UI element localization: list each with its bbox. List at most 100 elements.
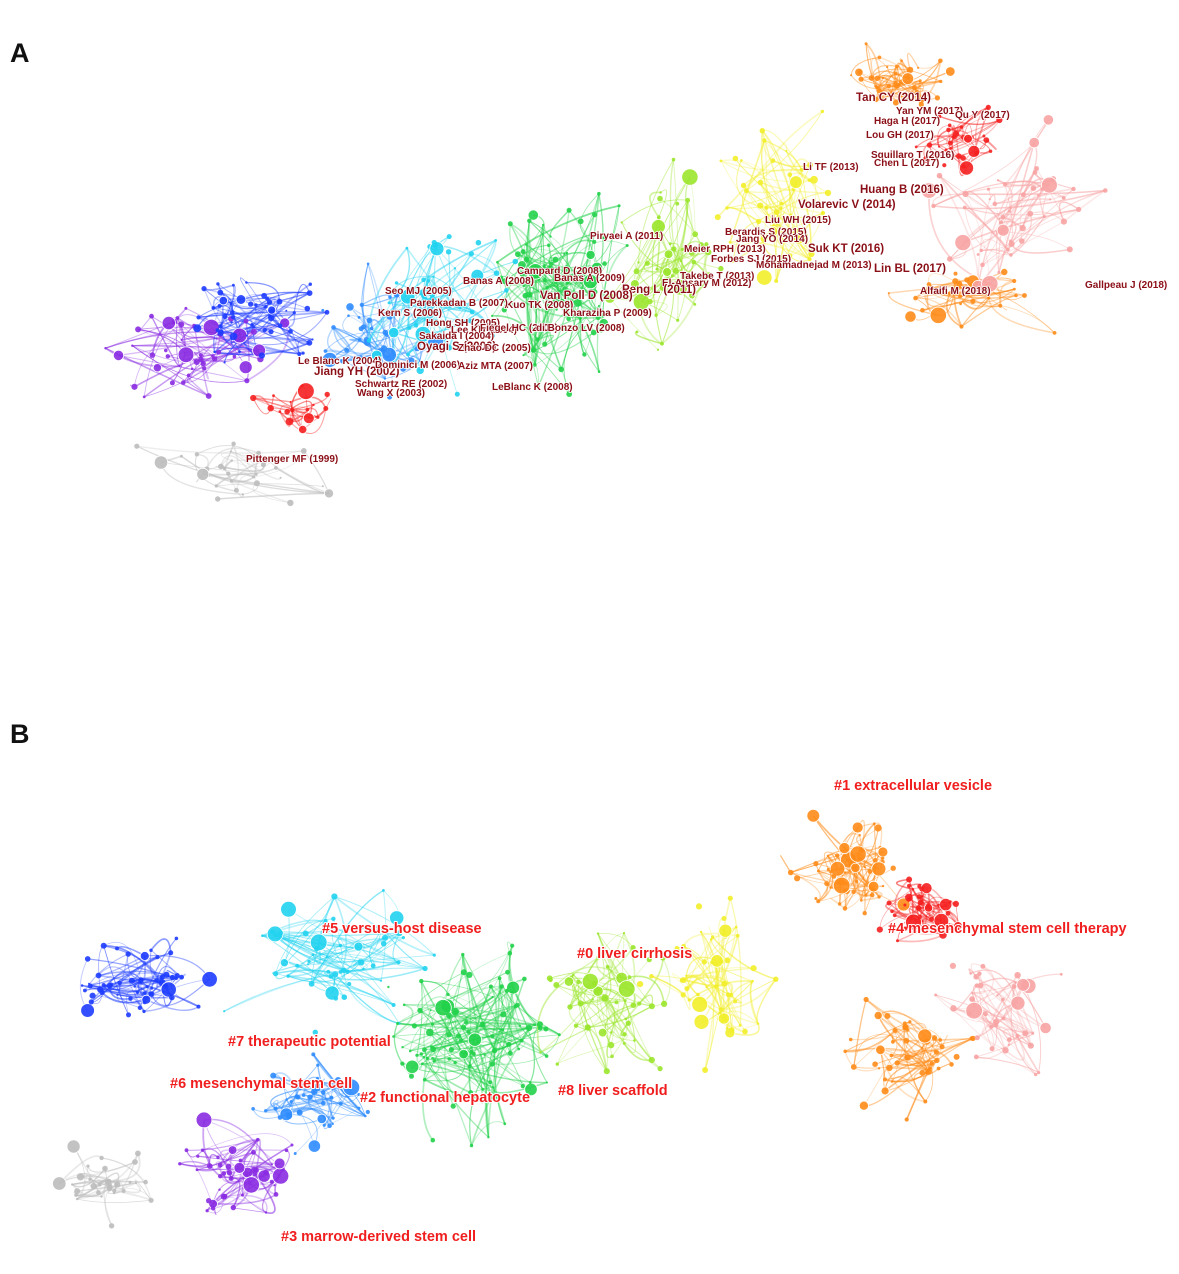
network-node: [851, 821, 864, 834]
network-node: [556, 284, 559, 287]
network-node: [307, 959, 311, 963]
network-node: [816, 869, 820, 873]
network-node: [649, 974, 654, 979]
network-node: [660, 955, 666, 961]
network-edge: [548, 245, 563, 302]
network-edge: [288, 956, 328, 977]
network-node: [555, 308, 558, 311]
network-edge: [325, 398, 332, 409]
network-node: [908, 1020, 912, 1024]
network-edge: [202, 1133, 293, 1151]
network-node: [633, 268, 640, 275]
network-edge: [252, 397, 310, 414]
network-node: [321, 351, 338, 368]
network-node: [1016, 978, 1030, 992]
network-node: [681, 168, 699, 186]
network-edge: [962, 288, 1015, 304]
network-node: [131, 383, 138, 390]
network-node: [427, 343, 431, 347]
network-node: [918, 101, 924, 108]
network-node: [417, 1007, 423, 1014]
network-edge: [253, 450, 304, 478]
network-node: [370, 963, 376, 969]
network-edge: [894, 878, 910, 920]
network-edge: [541, 270, 553, 306]
network-node: [1012, 278, 1017, 284]
network-node: [231, 315, 236, 320]
network-node: [954, 234, 972, 252]
network-node: [566, 292, 571, 297]
network-node: [671, 157, 676, 162]
network-node: [750, 981, 753, 984]
network-edge: [274, 933, 399, 963]
network-node: [742, 1028, 748, 1035]
network-edge: [312, 952, 399, 963]
network-edge: [367, 263, 386, 333]
network-edge: [206, 447, 259, 470]
network-node: [656, 215, 661, 220]
network-node: [929, 306, 947, 324]
network-edge: [683, 244, 702, 296]
network-edge: [274, 935, 426, 969]
network-node: [262, 1169, 269, 1176]
network-node: [142, 991, 147, 995]
network-node: [366, 317, 373, 324]
network-node: [400, 366, 406, 372]
network-node: [546, 293, 553, 299]
network-node: [854, 879, 859, 884]
network-edge: [109, 1153, 141, 1182]
ref-label: Chen L (2017): [874, 158, 939, 169]
network-node: [962, 190, 969, 198]
network-node: [260, 462, 266, 468]
network-edge: [926, 119, 1000, 161]
network-node: [850, 74, 853, 77]
network-node: [286, 974, 290, 978]
network-node: [969, 996, 975, 1002]
network-node: [284, 1148, 289, 1153]
ref-label: Pittenger MF (1999): [246, 454, 338, 465]
network-node: [966, 1011, 972, 1017]
network-node: [458, 1038, 463, 1043]
network-node: [781, 202, 784, 205]
network-node: [321, 485, 324, 488]
network-edge: [433, 276, 473, 313]
network-edge: [729, 240, 810, 260]
network-node: [813, 861, 819, 867]
network-edge: [421, 1058, 434, 1141]
network-node: [512, 258, 519, 265]
network-edge: [331, 932, 400, 994]
network-node: [74, 1188, 81, 1195]
network-node: [109, 982, 114, 987]
network-node: [988, 198, 991, 201]
network-edge: [213, 307, 310, 344]
network-node: [936, 1066, 941, 1071]
network-node: [581, 973, 599, 991]
network-node: [872, 1061, 878, 1067]
network-node: [361, 324, 366, 330]
network-node: [904, 310, 917, 323]
network-node: [653, 230, 658, 236]
network-edge: [459, 307, 494, 336]
network-node: [892, 1028, 898, 1033]
network-edge: [533, 332, 595, 355]
network-edge: [970, 969, 1019, 1004]
network-node: [221, 1171, 227, 1176]
network-node: [633, 1039, 636, 1042]
network-edge: [419, 985, 502, 1012]
network-node: [936, 172, 943, 179]
network-edge: [928, 896, 957, 906]
network-edge: [627, 1023, 661, 1069]
network-node: [567, 977, 570, 980]
network-edge: [676, 948, 752, 983]
network-node: [522, 284, 526, 288]
network-node: [460, 319, 463, 323]
network-edge: [597, 933, 653, 1007]
network-node: [491, 333, 496, 338]
network-node: [566, 316, 571, 322]
network-edge: [200, 343, 235, 360]
network-node: [245, 334, 248, 337]
network-node: [533, 1023, 537, 1027]
network-node: [261, 934, 264, 937]
network-node: [672, 267, 679, 274]
network-node: [719, 159, 723, 163]
